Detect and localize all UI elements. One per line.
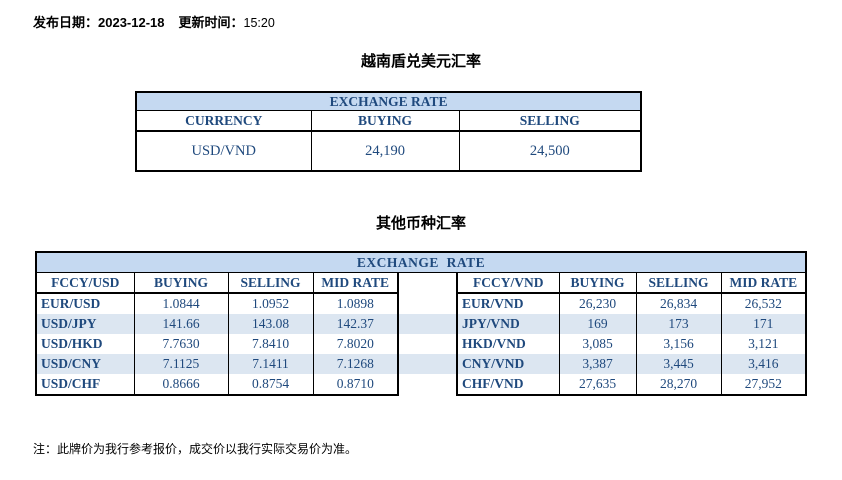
gap-cell — [398, 314, 457, 334]
selling-rate-cell: 1.0952 — [227, 293, 314, 314]
currency-pair-cell: USD/JPY — [35, 314, 135, 334]
currency-pair-cell: USD/VND — [135, 131, 312, 172]
gap-cell — [398, 272, 457, 293]
column-header-buying: BUYING — [558, 272, 637, 294]
selling-rate-cell: 7.1411 — [227, 354, 314, 374]
currency-pair-cell: CHF/VND — [456, 374, 560, 396]
gap-cell — [398, 334, 457, 354]
exchange-rate-banner: EXCHANGE RATE — [134, 91, 643, 111]
selling-rate-cell: 26,834 — [635, 293, 722, 314]
update-time-label: 更新时间： — [178, 15, 244, 30]
publish-date-label: 发布日期： — [33, 15, 99, 30]
selling-rate-cell: 3,156 — [635, 334, 722, 354]
buying-rate-cell: 7.1125 — [133, 354, 229, 374]
gap-cell — [398, 374, 457, 395]
column-header-mid-rate: MID RATE — [312, 272, 399, 294]
currency-pair-cell: EUR/VND — [456, 293, 560, 314]
column-header-selling: SELLING — [635, 272, 722, 294]
buying-rate-cell: 3,387 — [558, 354, 637, 374]
currency-pair-cell: USD/HKD — [35, 334, 135, 354]
mid-rate-cell: 26,532 — [720, 293, 808, 314]
mid-rate-cell: 27,952 — [720, 374, 808, 396]
table-header-row: FCCY/USD BUYING SELLING MID RATE FCCY/VN… — [35, 272, 808, 294]
gap-cell — [398, 354, 457, 374]
mid-rate-cell: 3,121 — [720, 334, 808, 354]
table-row: USD/VND 24,190 24,500 — [135, 131, 643, 172]
mid-rate-cell: 7.1268 — [312, 354, 399, 374]
publish-info: 发布日期：2023-12-18 更新时间：15:20 — [33, 12, 275, 31]
table-row: USD/HKD 7.7630 7.8410 7.8020 HKD/VND 3,0… — [35, 334, 808, 354]
update-time-value: 15:20 — [243, 16, 275, 30]
column-header-buying: BUYING — [133, 272, 229, 294]
cross-rate-table: EXCHANGE RATE FCCY/USD BUYING SELLING MI… — [34, 251, 808, 396]
currency-pair-cell: CNY/VND — [456, 354, 560, 374]
buying-rate-cell: 27,635 — [558, 374, 637, 396]
buying-rate-cell: 0.8666 — [133, 374, 229, 396]
buying-rate-cell: 1.0844 — [133, 293, 229, 314]
usd-vnd-section-title: 越南盾兑美元汇率 — [360, 53, 481, 70]
mid-rate-cell: 142.37 — [312, 314, 399, 334]
buying-rate-cell: 141.66 — [133, 314, 229, 334]
table-row: USD/CNY 7.1125 7.1411 7.1268 CNY/VND 3,3… — [35, 354, 808, 374]
mid-rate-cell: 171 — [720, 314, 808, 334]
table-header-row: CURRENCY BUYING SELLING — [135, 110, 643, 132]
mid-rate-cell: 3,416 — [720, 354, 808, 374]
currency-pair-cell: JPY/VND — [456, 314, 560, 334]
usd-vnd-rate-table: EXCHANGE RATE CURRENCY BUYING SELLING US… — [134, 91, 643, 172]
selling-rate-cell: 173 — [635, 314, 722, 334]
column-header-fccy-usd: FCCY/USD — [35, 272, 135, 294]
mid-rate-cell: 7.8020 — [312, 334, 399, 354]
selling-rate-cell: 28,270 — [635, 374, 722, 396]
selling-rate-cell: 0.8754 — [227, 374, 314, 396]
buying-rate-cell: 169 — [558, 314, 637, 334]
selling-rate-cell: 7.8410 — [227, 334, 314, 354]
mid-rate-cell: 1.0898 — [312, 293, 399, 314]
column-header-buying: BUYING — [310, 110, 460, 132]
disclaimer-note: 注：此牌价为我行参考报价，成交价以我行实际交易价为准。 — [33, 442, 358, 456]
table-banner-row: EXCHANGE RATE — [34, 251, 808, 273]
table-banner-row: EXCHANGE RATE — [134, 91, 643, 111]
buying-rate-cell: 3,085 — [558, 334, 637, 354]
gap-cell — [398, 293, 457, 314]
column-header-mid-rate: MID RATE — [720, 272, 808, 294]
table-row: EUR/USD 1.0844 1.0952 1.0898 EUR/VND 26,… — [35, 293, 808, 314]
buying-rate-cell: 26,230 — [558, 293, 637, 314]
currency-pair-cell: EUR/USD — [35, 293, 135, 314]
selling-rate-cell: 3,445 — [635, 354, 722, 374]
table-row: USD/CHF 0.8666 0.8754 0.8710 CHF/VND 27,… — [35, 374, 808, 396]
table-row: USD/JPY 141.66 143.08 142.37 JPY/VND 169… — [35, 314, 808, 334]
column-header-selling: SELLING — [458, 110, 643, 132]
column-header-selling: SELLING — [227, 272, 314, 294]
other-currencies-section-title: 其他币种汇率 — [375, 215, 466, 232]
column-header-currency: CURRENCY — [135, 110, 312, 132]
exchange-rate-banner: EXCHANGE RATE — [34, 251, 808, 273]
column-header-fccy-vnd: FCCY/VND — [456, 272, 560, 294]
selling-rate-cell: 24,500 — [458, 131, 643, 172]
buying-rate-cell: 24,190 — [310, 131, 460, 172]
currency-pair-cell: USD/CNY — [35, 354, 135, 374]
publish-date-value: 2023-12-18 — [98, 15, 165, 30]
mid-rate-cell: 0.8710 — [312, 374, 399, 396]
currency-pair-cell: USD/CHF — [35, 374, 135, 396]
currency-pair-cell: HKD/VND — [456, 334, 560, 354]
selling-rate-cell: 143.08 — [227, 314, 314, 334]
buying-rate-cell: 7.7630 — [133, 334, 229, 354]
